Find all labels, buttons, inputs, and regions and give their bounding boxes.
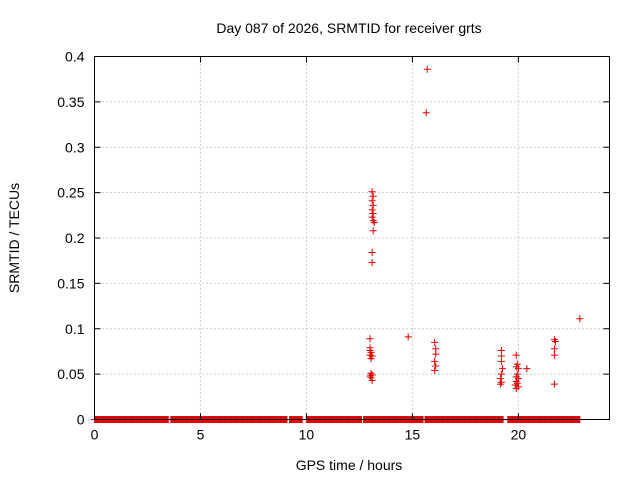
data-point bbox=[369, 217, 377, 225]
y-tick-label: 0.4 bbox=[65, 49, 85, 65]
plot-frame bbox=[94, 56, 610, 420]
data-point bbox=[550, 380, 558, 388]
data-point bbox=[512, 351, 520, 359]
data-point bbox=[367, 355, 375, 363]
data-point bbox=[431, 338, 439, 346]
y-tick-label: 0.3 bbox=[65, 139, 85, 155]
data-point bbox=[551, 337, 559, 345]
data-point bbox=[370, 219, 378, 227]
data-point bbox=[523, 365, 531, 373]
data-point bbox=[550, 336, 558, 344]
y-tick-label: 0.05 bbox=[57, 366, 84, 382]
data-point bbox=[514, 365, 522, 373]
data-point bbox=[576, 315, 584, 323]
x-tick-label: 15 bbox=[405, 427, 421, 443]
data-point bbox=[423, 65, 431, 73]
data-point bbox=[497, 378, 505, 386]
data-point bbox=[369, 201, 377, 209]
data-point bbox=[496, 380, 504, 388]
data-point bbox=[369, 192, 377, 200]
data-points bbox=[366, 65, 584, 393]
data-point bbox=[368, 259, 376, 267]
data-point bbox=[368, 213, 376, 221]
y-axis-label: SRMTID / TECUs bbox=[6, 183, 22, 293]
data-point bbox=[404, 333, 412, 341]
data-point bbox=[366, 372, 374, 380]
y-tick-label: 0.35 bbox=[57, 94, 84, 110]
data-point bbox=[498, 365, 506, 373]
y-tick-label: 0.2 bbox=[65, 230, 85, 246]
y-tick-label: 0.15 bbox=[57, 275, 84, 291]
y-tick-label: 0.25 bbox=[57, 185, 84, 201]
data-point bbox=[368, 188, 376, 196]
data-point bbox=[550, 345, 558, 353]
data-point bbox=[431, 357, 439, 365]
data-point bbox=[368, 249, 376, 257]
x-axis-ticks: 0 5 10 15 20 bbox=[91, 56, 527, 443]
x-tick-label: 5 bbox=[197, 427, 205, 443]
data-point bbox=[432, 362, 440, 370]
data-point bbox=[497, 357, 505, 365]
data-point bbox=[422, 109, 430, 117]
data-point bbox=[550, 351, 558, 359]
data-point bbox=[366, 335, 374, 343]
data-point bbox=[369, 209, 377, 217]
data-point bbox=[368, 376, 376, 384]
data-point bbox=[369, 227, 377, 235]
data-point bbox=[497, 370, 505, 378]
data-point bbox=[368, 197, 376, 205]
x-tick-label: 0 bbox=[91, 427, 99, 443]
data-point bbox=[432, 350, 440, 358]
data-point bbox=[511, 381, 519, 389]
x-axis-label: GPS time / hours bbox=[296, 457, 403, 473]
data-point bbox=[368, 206, 376, 214]
data-point bbox=[512, 377, 520, 385]
x-tick-label: 20 bbox=[511, 427, 527, 443]
y-tick-label: 0 bbox=[77, 412, 85, 428]
x-tick-label: 10 bbox=[299, 427, 315, 443]
data-point bbox=[431, 366, 439, 374]
data-point bbox=[512, 385, 520, 393]
chart-title: Day 087 of 2026, SRMTID for receiver grt… bbox=[216, 20, 481, 36]
y-tick-label: 0.1 bbox=[65, 321, 85, 337]
y-axis-ticks: 0 0.05 0.1 0.15 0.2 0.25 0.3 0.35 0.4 bbox=[57, 49, 610, 428]
grid-lines bbox=[94, 56, 610, 420]
